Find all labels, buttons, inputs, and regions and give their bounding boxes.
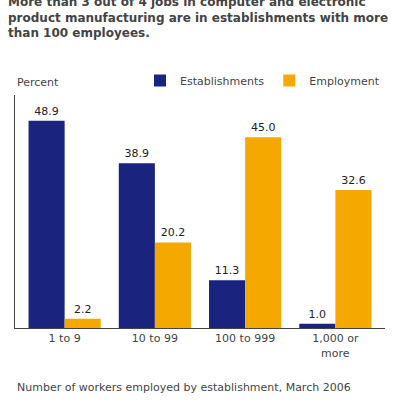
svg-text:11.3: 11.3 [215, 264, 240, 277]
svg-text:More than 3 out of 4 jobs in c: More than 3 out of 4 jobs in computer an… [8, 0, 388, 40]
svg-text:Number of workers employed by: Number of workers employed by establishm… [17, 381, 351, 394]
svg-text:38.9: 38.9 [125, 147, 150, 160]
svg-text:45.0: 45.0 [251, 121, 275, 134]
svg-text:48.9: 48.9 [34, 105, 59, 118]
svg-text:Percent: Percent [17, 76, 59, 89]
svg-text:32.6: 32.6 [341, 174, 366, 187]
svg-text:20.2: 20.2 [161, 226, 186, 239]
svg-text:10 to 99: 10 to 99 [132, 332, 178, 345]
svg-text:1.0: 1.0 [309, 308, 327, 321]
svg-text:Establishments: Establishments [180, 75, 264, 88]
svg-text:Employment: Employment [309, 75, 379, 88]
svg-text:2.2: 2.2 [74, 303, 92, 316]
svg-text:100 to 999: 100 to 999 [215, 332, 275, 345]
svg-text:1,000 ormore: 1,000 ormore [312, 332, 359, 359]
svg-text:1 to 9: 1 to 9 [49, 332, 81, 345]
